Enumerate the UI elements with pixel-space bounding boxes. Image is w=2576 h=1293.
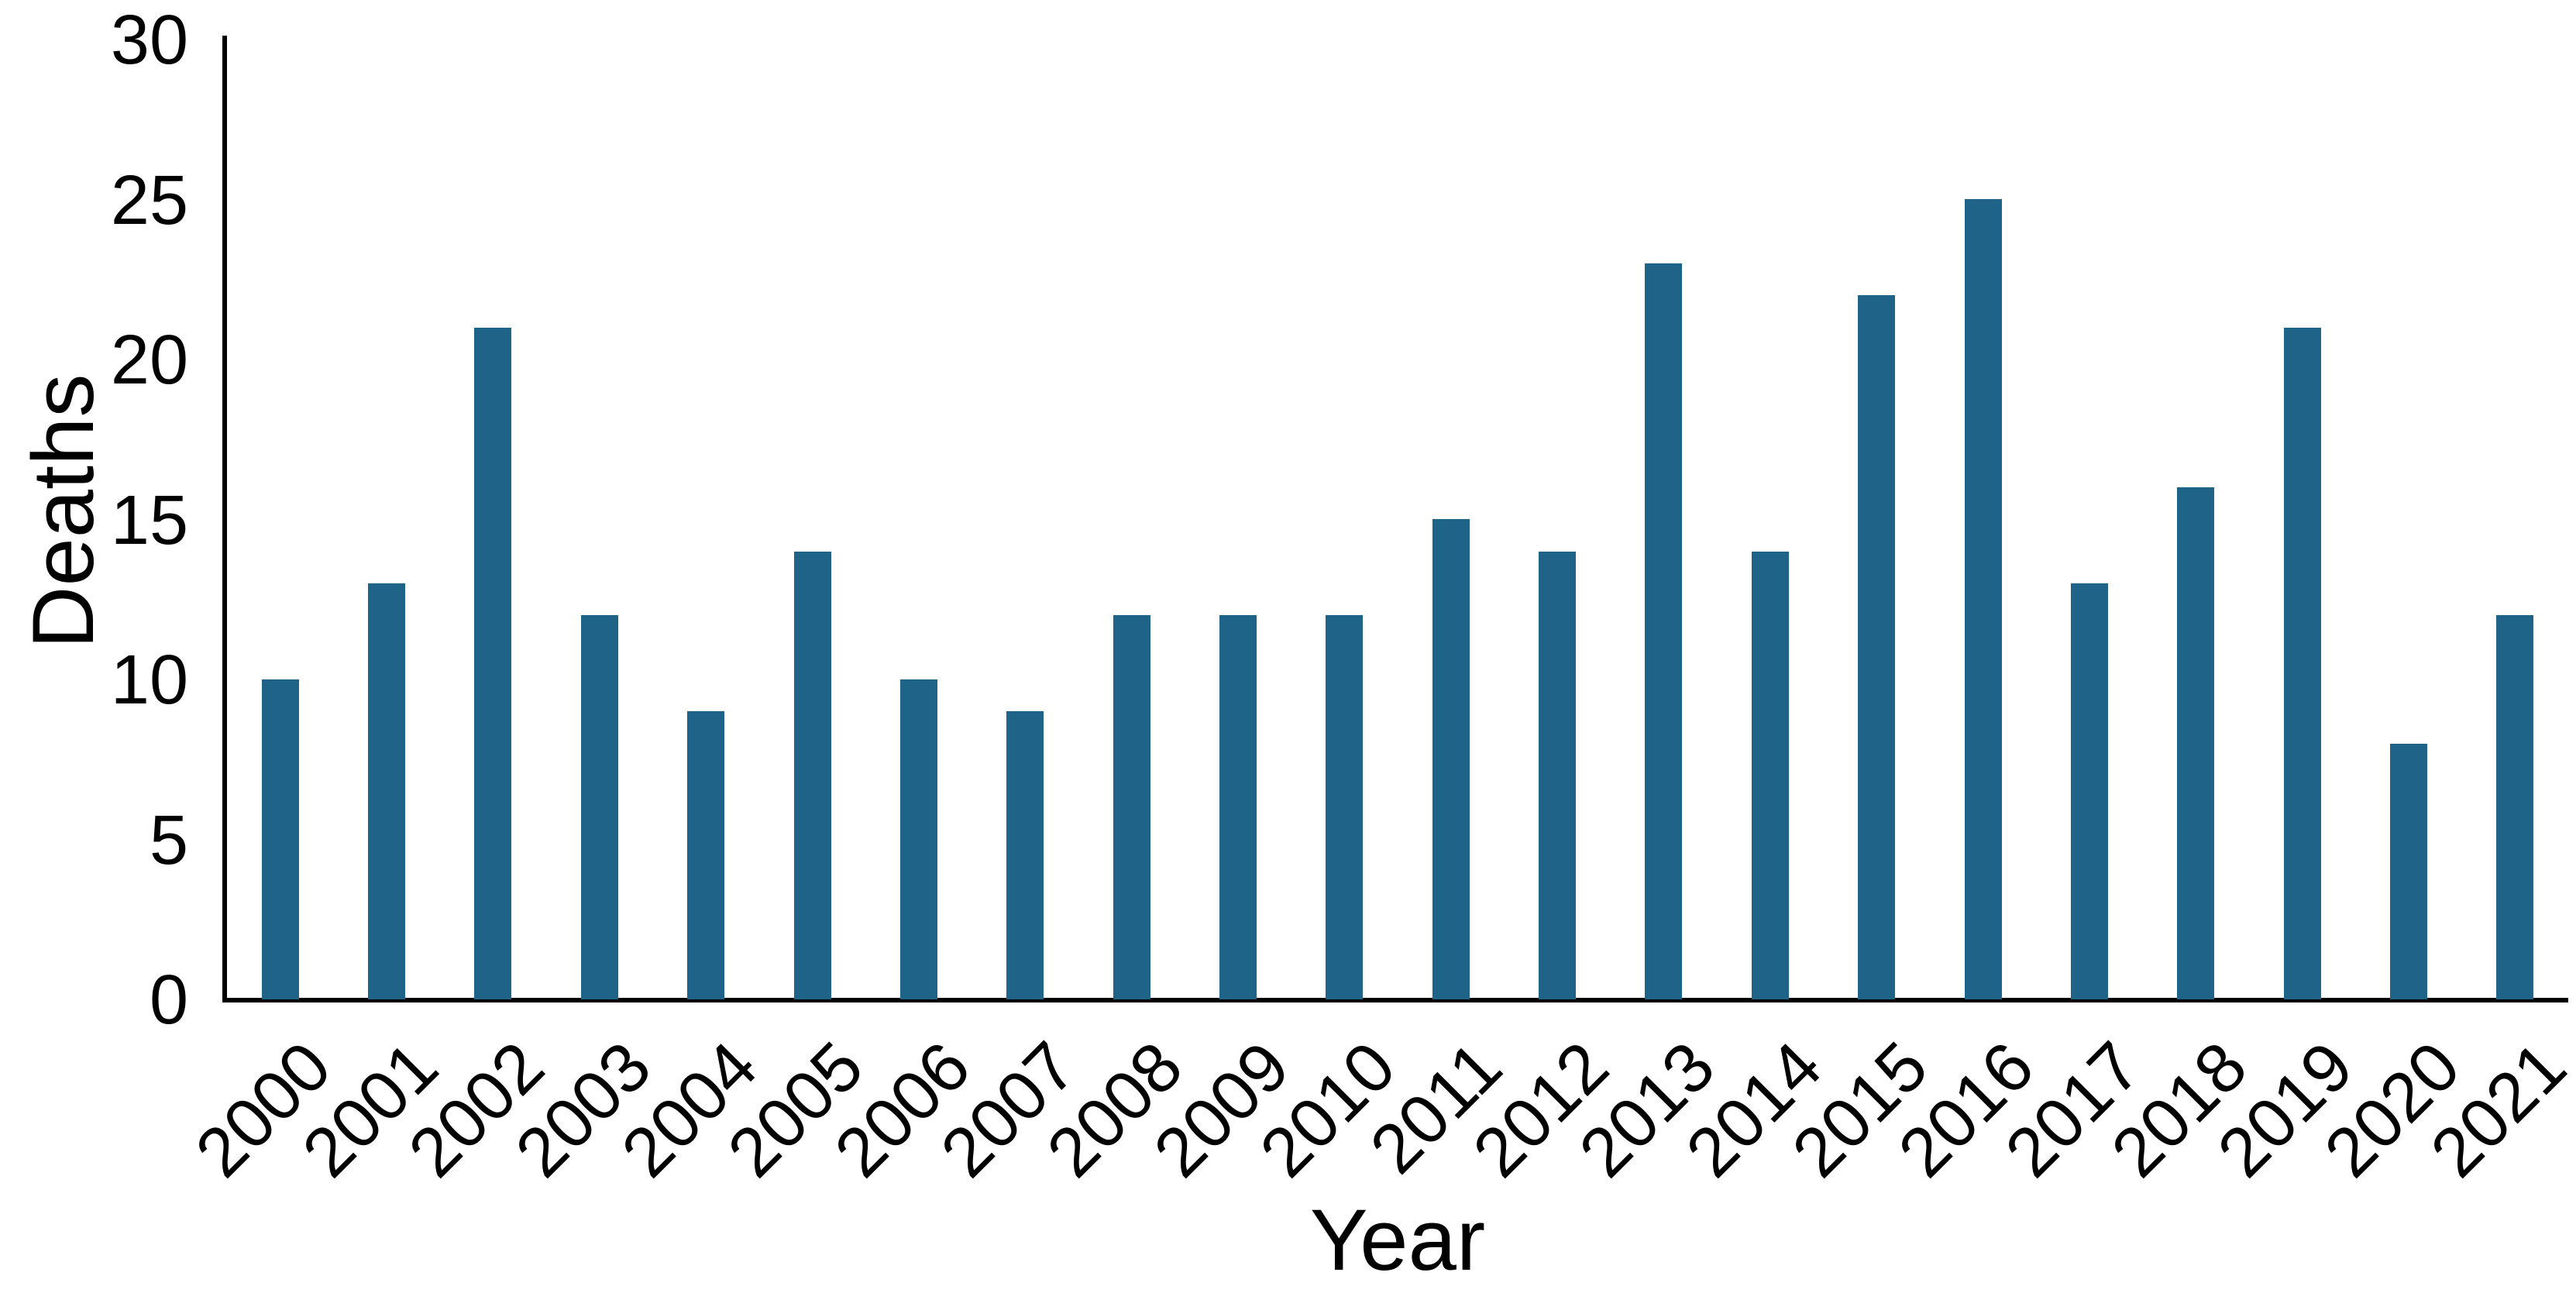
bar-2003 bbox=[581, 615, 618, 999]
bar-2013 bbox=[1645, 263, 1682, 999]
bar-2008 bbox=[1113, 615, 1150, 999]
bar-2006 bbox=[900, 679, 937, 999]
y-tick-label-30: 30 bbox=[110, 2, 188, 79]
bar-2018 bbox=[2177, 487, 2214, 999]
y-tick-label-20: 20 bbox=[110, 322, 188, 399]
bar-2019 bbox=[2284, 328, 2321, 999]
bar-2011 bbox=[1432, 519, 1470, 999]
bar-2004 bbox=[687, 711, 724, 999]
y-tick-label-25: 25 bbox=[110, 161, 188, 239]
y-tick-label-10: 10 bbox=[110, 641, 188, 719]
bar-2021 bbox=[2496, 615, 2533, 999]
y-tick-label-15: 15 bbox=[110, 481, 188, 559]
bar-2012 bbox=[1539, 552, 1576, 999]
bar-2010 bbox=[1326, 615, 1363, 999]
bar-2002 bbox=[474, 328, 511, 999]
bar-2000 bbox=[262, 679, 299, 999]
bar-2017 bbox=[2071, 583, 2108, 999]
y-axis-title: Deaths bbox=[15, 373, 112, 649]
x-axis-line bbox=[222, 998, 2568, 1002]
bar-2009 bbox=[1219, 615, 1257, 999]
bar-2005 bbox=[794, 552, 831, 999]
y-tick-label-5: 5 bbox=[149, 801, 188, 879]
bar-2016 bbox=[1965, 199, 2002, 999]
bar-2007 bbox=[1006, 711, 1044, 999]
y-tick-label-0: 0 bbox=[149, 961, 188, 1039]
bar-2015 bbox=[1858, 295, 1895, 999]
bar-2014 bbox=[1752, 552, 1789, 999]
y-axis-line bbox=[222, 36, 227, 1002]
bar-2020 bbox=[2390, 744, 2427, 999]
x-axis-title: Year bbox=[1309, 1192, 1486, 1288]
bar-2001 bbox=[368, 583, 405, 999]
